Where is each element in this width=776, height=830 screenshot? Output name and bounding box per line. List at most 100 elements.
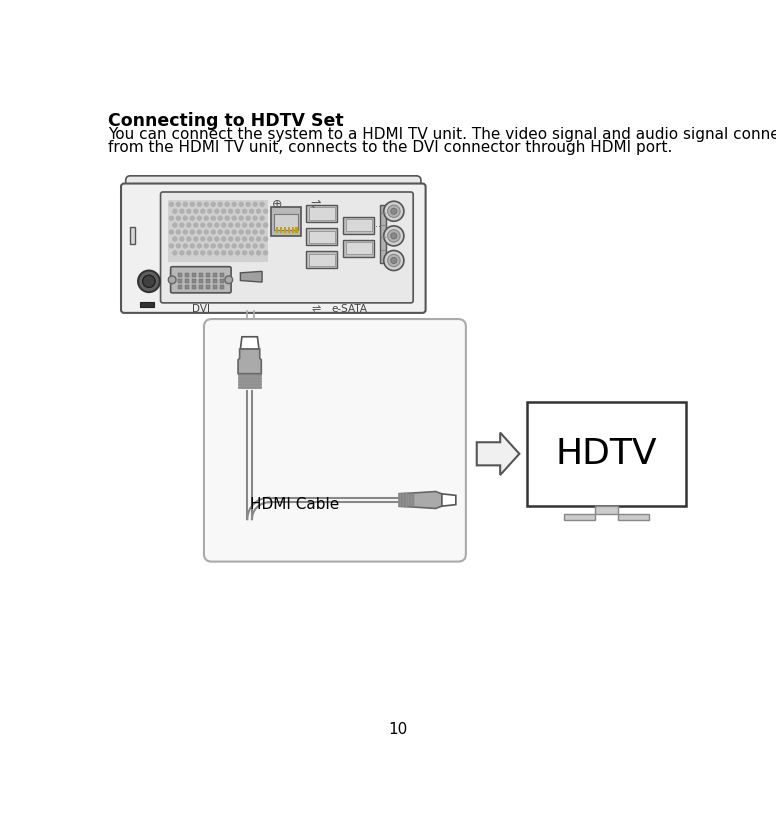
Bar: [199, 273, 203, 276]
Bar: [185, 273, 189, 276]
Bar: [185, 286, 189, 289]
Circle shape: [242, 208, 248, 214]
Bar: [206, 273, 210, 276]
Circle shape: [175, 202, 181, 207]
Circle shape: [391, 257, 397, 264]
Circle shape: [217, 202, 223, 207]
Bar: [206, 279, 210, 283]
Circle shape: [168, 276, 176, 284]
Polygon shape: [241, 337, 259, 349]
Bar: [168, 201, 268, 262]
Text: HDMI Cable: HDMI Cable: [251, 496, 340, 511]
Bar: [292, 227, 294, 232]
Circle shape: [238, 202, 244, 207]
Bar: [238, 380, 262, 382]
Circle shape: [391, 208, 397, 214]
Text: DVI: DVI: [192, 305, 210, 315]
FancyBboxPatch shape: [121, 183, 425, 313]
Circle shape: [384, 226, 404, 246]
Circle shape: [263, 250, 268, 256]
Circle shape: [143, 276, 155, 287]
Text: Connecting to HDTV Set: Connecting to HDTV Set: [108, 112, 344, 130]
Bar: [213, 286, 217, 289]
Circle shape: [182, 243, 188, 249]
Circle shape: [179, 250, 185, 256]
Circle shape: [214, 208, 220, 214]
Circle shape: [388, 230, 400, 242]
Polygon shape: [442, 494, 456, 506]
Circle shape: [203, 202, 209, 207]
Bar: [344, 217, 375, 233]
Circle shape: [228, 250, 234, 256]
FancyBboxPatch shape: [126, 176, 421, 202]
Circle shape: [242, 250, 248, 256]
Bar: [275, 214, 298, 230]
Bar: [220, 286, 224, 289]
Circle shape: [259, 216, 265, 221]
Circle shape: [193, 222, 199, 227]
Circle shape: [256, 250, 262, 256]
Circle shape: [210, 243, 216, 249]
Bar: [192, 279, 196, 283]
Text: ⊕: ⊕: [272, 198, 282, 211]
Bar: [595, 506, 618, 514]
Circle shape: [193, 208, 199, 214]
Bar: [402, 493, 404, 507]
Bar: [272, 207, 301, 236]
Bar: [307, 228, 338, 245]
Circle shape: [214, 222, 220, 227]
Circle shape: [252, 243, 258, 249]
Circle shape: [221, 208, 227, 214]
Text: ··: ··: [376, 222, 381, 232]
Circle shape: [175, 229, 181, 235]
Bar: [238, 383, 262, 385]
Circle shape: [186, 250, 192, 256]
Circle shape: [203, 229, 209, 235]
Circle shape: [221, 222, 227, 227]
Polygon shape: [241, 271, 262, 282]
Circle shape: [263, 208, 268, 214]
Bar: [192, 286, 196, 289]
Bar: [238, 377, 262, 379]
Circle shape: [172, 250, 178, 256]
Bar: [178, 273, 182, 276]
Circle shape: [207, 250, 213, 256]
Circle shape: [189, 216, 195, 221]
Text: 10: 10: [388, 722, 407, 737]
Circle shape: [231, 216, 237, 221]
Bar: [280, 227, 282, 232]
Polygon shape: [238, 349, 262, 374]
Circle shape: [242, 237, 248, 242]
Bar: [238, 374, 262, 376]
Circle shape: [235, 250, 241, 256]
Circle shape: [228, 208, 234, 214]
Circle shape: [200, 250, 206, 256]
Circle shape: [168, 202, 174, 207]
Circle shape: [256, 237, 262, 242]
Circle shape: [252, 229, 258, 235]
Circle shape: [221, 237, 227, 242]
Circle shape: [384, 251, 404, 271]
Circle shape: [196, 243, 202, 249]
Circle shape: [263, 222, 268, 227]
Circle shape: [256, 222, 262, 227]
Circle shape: [231, 202, 237, 207]
Circle shape: [245, 229, 251, 235]
Polygon shape: [235, 319, 266, 330]
Circle shape: [193, 237, 199, 242]
Bar: [284, 227, 286, 232]
Circle shape: [175, 216, 181, 221]
Circle shape: [231, 243, 237, 249]
Text: ⇌: ⇌: [312, 305, 321, 315]
Bar: [178, 286, 182, 289]
Text: ⇌: ⇌: [310, 198, 320, 211]
Circle shape: [189, 243, 195, 249]
Circle shape: [388, 205, 400, 217]
Circle shape: [238, 243, 244, 249]
Polygon shape: [399, 491, 442, 509]
Bar: [346, 242, 372, 254]
Bar: [405, 493, 407, 507]
Circle shape: [238, 229, 244, 235]
Circle shape: [252, 202, 258, 207]
Circle shape: [175, 243, 181, 249]
